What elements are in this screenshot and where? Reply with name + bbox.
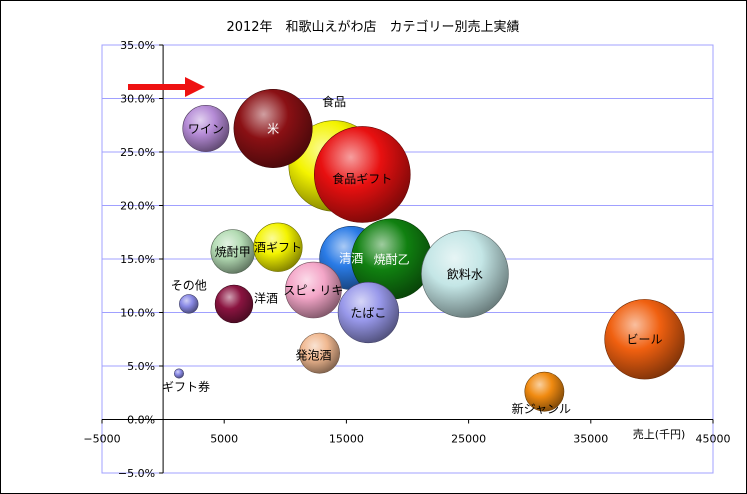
bubble-14 [174, 368, 184, 379]
gridlines [102, 44, 713, 474]
x-tick-labels: −5000 5000 15000 25000 35000 45000 [83, 433, 730, 446]
x-tick-label-4: 35000 [573, 433, 608, 446]
y-tick-label-1: 0.0% [127, 414, 155, 427]
x-tick-label-1: 5000 [210, 433, 238, 446]
bubble-16 [604, 299, 685, 380]
bubble-label-16: ビール [627, 333, 663, 347]
bubble-15 [524, 371, 565, 412]
y-tick-labels: −5.0% 0.0% 5.0% 10.0% 15.0% 20.0% 25.0% 30.0% 35… [118, 39, 155, 480]
bubble-11 [214, 284, 254, 324]
bubble-13 [299, 332, 340, 374]
bubble-label-9: スピ・リキ [283, 283, 343, 297]
y-tick-label-0: −5.0% [118, 467, 155, 480]
y-tick-label-2: 5.0% [127, 360, 155, 373]
bubble-label-2: 食品ギフト [332, 171, 392, 186]
bubble-10 [337, 281, 400, 344]
bubble-label-0: 食品 [322, 94, 346, 109]
bubble-2 [313, 126, 411, 223]
bubble-5 [253, 222, 303, 272]
red-arrow-head [185, 77, 205, 97]
y-tick-label-4: 15.0% [120, 253, 155, 266]
chart-title: 2012年 和歌山えがわ店 カテゴリー別売上実績 [226, 19, 519, 35]
axes [101, 44, 714, 474]
bubble-label-3: ワイン [188, 122, 224, 136]
bubble-label-15: 新ジャンル [512, 401, 571, 416]
x-axis-title: 売上(千円) [633, 428, 686, 441]
bubble-label-7: 焼酎乙 [374, 251, 410, 266]
bubbles [174, 88, 685, 412]
bubble-1 [233, 88, 313, 168]
bubble-label-4: 焼酎甲 [215, 244, 251, 259]
x-tick-label-0: −5000 [83, 433, 120, 446]
x-tick-label-5: 45000 [696, 433, 731, 446]
bubble-label-6: 清酒 [339, 251, 363, 265]
y-tick-label-3: 10.0% [120, 307, 155, 320]
bubble-label-12: その他 [171, 278, 207, 292]
y-tick-label-8: 35.0% [120, 39, 155, 52]
bubble-label-10: たばこ [350, 306, 386, 320]
red-arrow-annotation [128, 77, 205, 97]
bubble-label-8: 飲料水 [447, 266, 483, 281]
y-tick-label-6: 25.0% [120, 146, 155, 159]
x-tick-label-3: 25000 [451, 433, 486, 446]
bubble-label-13: 発泡酒 [296, 348, 332, 362]
x-tick-label-2: 15000 [329, 433, 364, 446]
y-tick-label-7: 30.0% [120, 93, 155, 106]
bubble-8 [421, 230, 509, 318]
bubble-label-5: 酒ギフト [254, 241, 302, 255]
bubble-3 [182, 105, 230, 152]
y-tick-label-5: 20.0% [120, 200, 155, 213]
bubble-9 [285, 261, 342, 319]
bubble-label-14: ギフト券 [162, 379, 210, 394]
bubble-label-1: 米 [267, 122, 279, 136]
bubble-label-11: 洋酒 [254, 290, 278, 305]
bubble-12 [179, 294, 199, 314]
